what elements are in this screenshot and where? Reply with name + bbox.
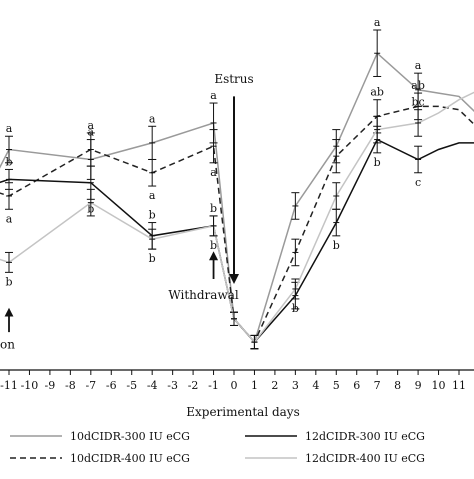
significance-label: ab (411, 79, 425, 92)
significance-label: b (5, 275, 12, 288)
significance-label: b (374, 156, 381, 169)
legend-label: 10dCIDR-300 IU eCG (70, 430, 190, 443)
significance-label: b (210, 202, 217, 215)
legend-label: 10dCIDR-400 IU eCG (70, 452, 190, 465)
x-tick-label: -8 (65, 379, 76, 392)
x-tick-label: 11 (452, 379, 466, 392)
significance-label: c (415, 176, 421, 189)
x-tick-label: 7 (374, 379, 381, 392)
legend: 10dCIDR-300 IU eCG 10dCIDR-400 IU eCG 12dC… (10, 430, 425, 465)
series-line (0, 91, 474, 344)
x-tick-label: -3 (167, 379, 178, 392)
x-axis: -11 -10 -9 -8 -7 -6 -5 -4 -3 -2 -1 0 1 2 3 4 5 6 7 8 9 10 11 (0, 369, 474, 392)
x-tick-label: -9 (45, 379, 56, 392)
x-tick-label: 10 (432, 379, 446, 392)
annotation-label: Withdrawal (168, 288, 239, 302)
x-tick-label: 6 (353, 379, 360, 392)
significance-label: a (6, 212, 13, 225)
significance-label: a (210, 89, 217, 102)
legend-label: 12dCIDR-400 IU eCG (305, 452, 425, 465)
significance-label: b (5, 155, 12, 168)
x-axis-title: Experimental days (186, 405, 300, 419)
significance-label: a (374, 16, 381, 29)
x-tick-label: -10 (21, 379, 39, 392)
annotation-label: on (0, 338, 15, 352)
series-line (0, 105, 474, 344)
x-tick-label: 0 (231, 379, 238, 392)
significance-label: a (210, 166, 217, 179)
significance-label: a (149, 112, 156, 125)
x-tick-label: -2 (188, 379, 199, 392)
significance-label: a (415, 59, 422, 72)
x-tick-label: 4 (312, 379, 319, 392)
series-line (0, 138, 474, 344)
x-tick-label: -1 (208, 379, 219, 392)
x-tick-label: 5 (333, 379, 340, 392)
x-tick-label: -4 (147, 379, 158, 392)
significance-label: b (333, 239, 340, 252)
significance-label: b (149, 209, 156, 222)
x-tick-label: 2 (271, 379, 278, 392)
x-tick-label: 1 (251, 379, 258, 392)
significance-label: b (210, 239, 217, 252)
x-tick-label: -5 (126, 379, 137, 392)
series-line (0, 51, 474, 344)
x-tick-label: -11 (0, 379, 18, 392)
x-tick-label: 8 (394, 379, 401, 392)
significance-label: bc (411, 96, 424, 109)
significance-label: a (88, 119, 95, 132)
x-tick-label: -7 (85, 379, 96, 392)
significance-label: a (6, 122, 13, 135)
significance-label: a (88, 126, 95, 139)
significance-label: ab (370, 86, 384, 99)
x-tick-label: 3 (292, 379, 299, 392)
legend-label: 12dCIDR-300 IU eCG (305, 430, 425, 443)
plot-area: aaaaaaaaaaababbbbbbbcbbbbbcEstrusWithdra… (0, 16, 474, 352)
x-tick-label: 9 (415, 379, 422, 392)
x-tick-label: -6 (106, 379, 117, 392)
significance-label: b (149, 252, 156, 265)
annotation-label: Estrus (214, 72, 253, 86)
significance-label: a (149, 189, 156, 202)
significance-label: b (292, 302, 299, 315)
